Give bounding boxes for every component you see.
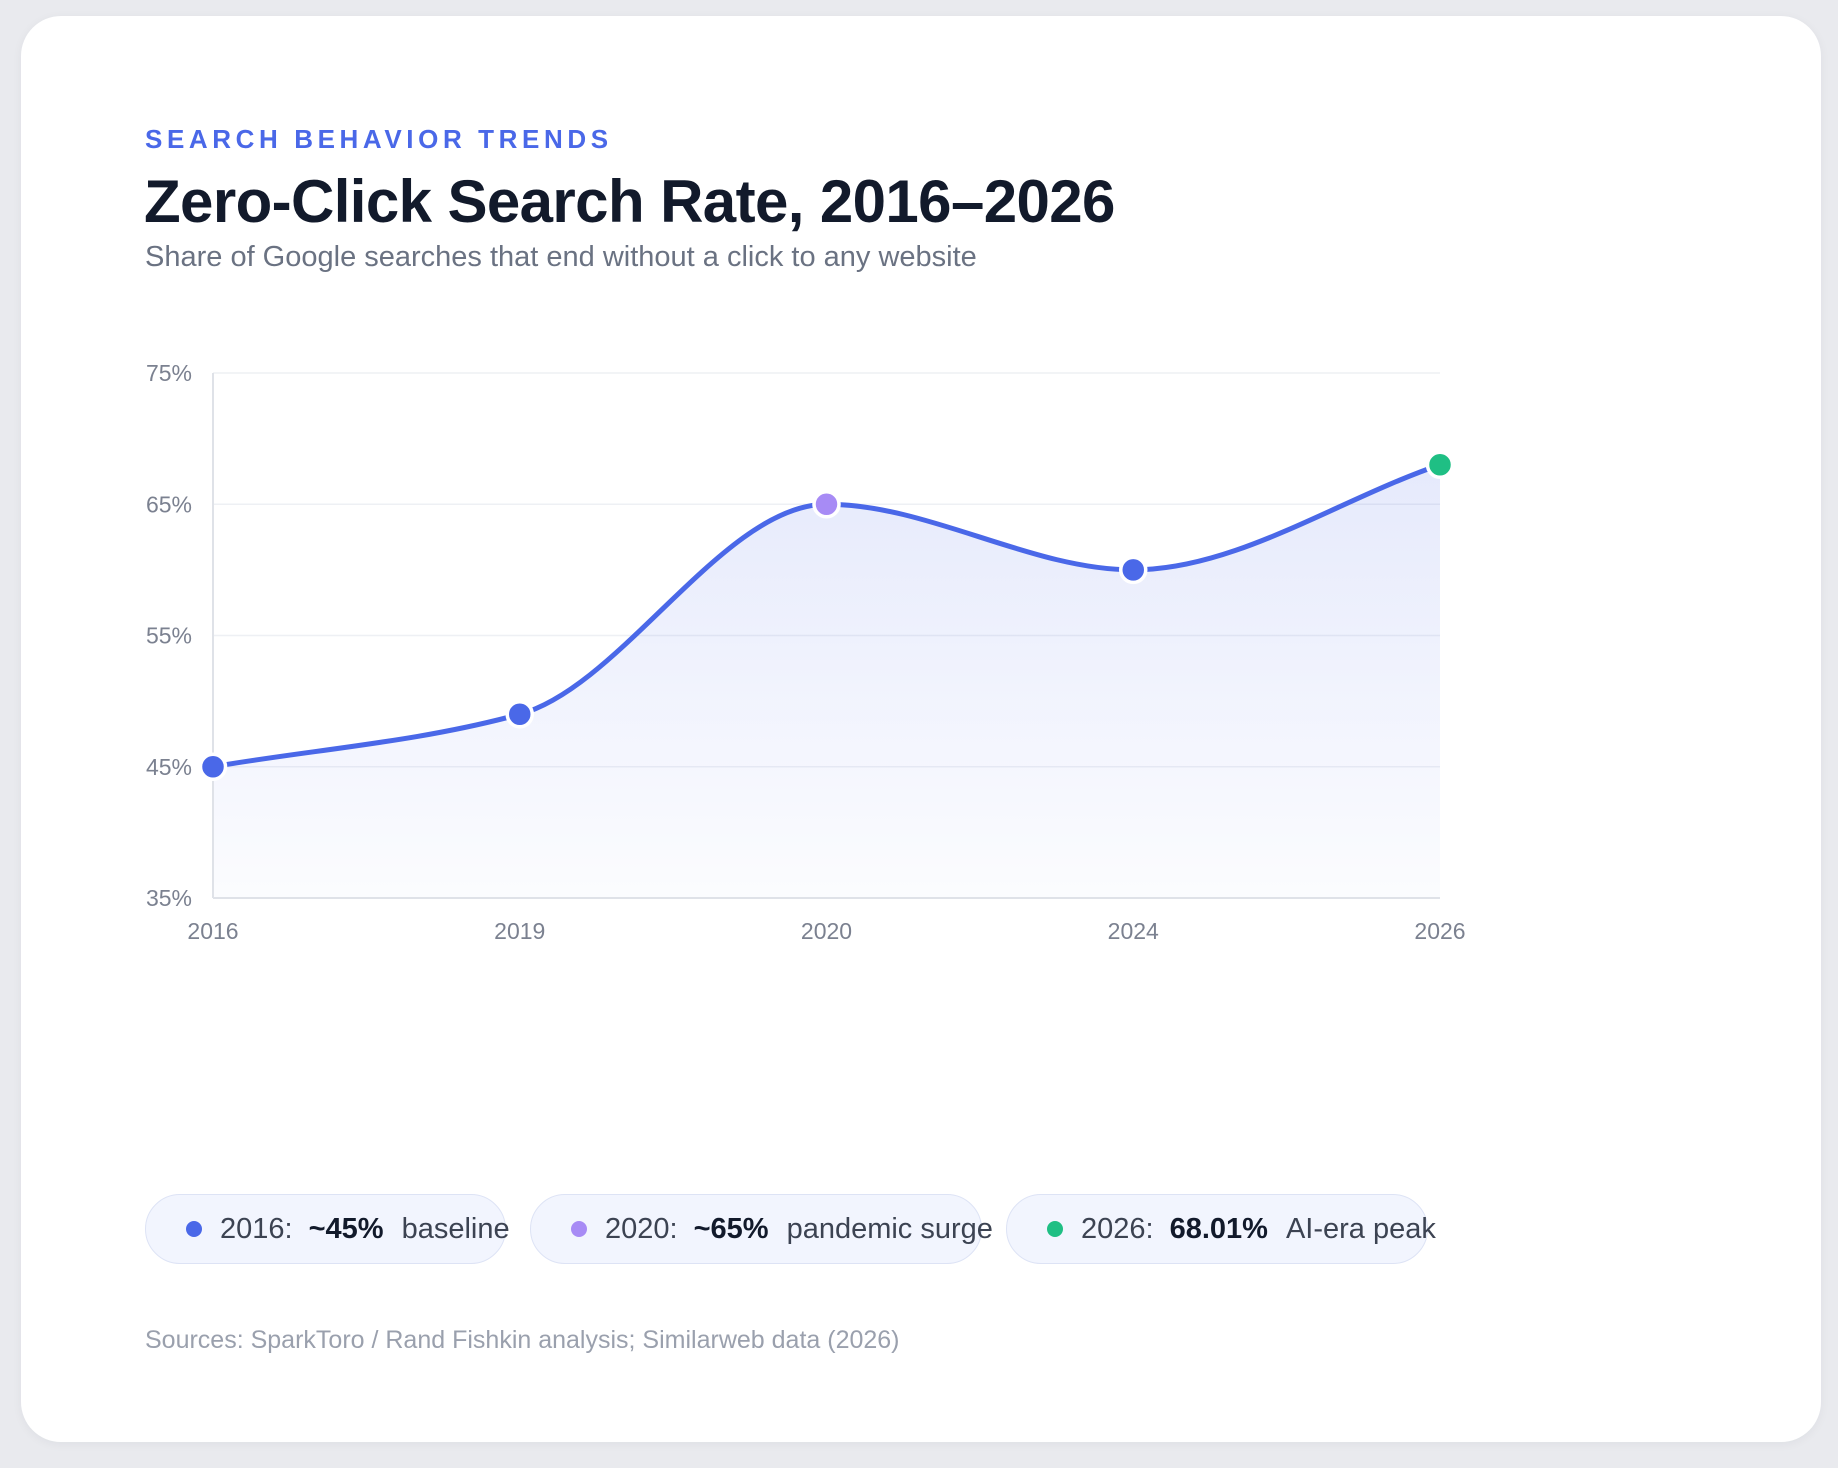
legend-dot bbox=[1047, 1221, 1063, 1237]
legend-dot bbox=[571, 1221, 587, 1237]
legend-item-2016: 2016: ~45% baseline bbox=[145, 1194, 510, 1264]
x-tick-label: 2019 bbox=[494, 918, 545, 944]
legend-value: 68.01% bbox=[1169, 1212, 1268, 1245]
legend-label: AI-era peak bbox=[1285, 1212, 1436, 1245]
legend-year: 2026: bbox=[1081, 1212, 1154, 1245]
area-fill bbox=[213, 464, 1440, 898]
chart-title: Zero-Click Search Rate, 2016–2026 bbox=[144, 168, 1115, 235]
x-tick-label: 2016 bbox=[187, 918, 238, 944]
y-tick-labels: 35% 45% 55% 65% 75% bbox=[146, 360, 192, 911]
x-tick-label: 2026 bbox=[1414, 918, 1465, 944]
y-tick-label: 65% bbox=[146, 491, 192, 517]
legend-year: 2016: bbox=[220, 1212, 293, 1245]
data-point-2016 bbox=[198, 752, 228, 781]
y-tick-label: 75% bbox=[146, 360, 192, 386]
legend-item-2020: 2020: ~65% pandemic surge bbox=[530, 1194, 993, 1264]
sources-note: Sources: SparkToro / Rand Fishkin analys… bbox=[145, 1326, 900, 1354]
chart-subtitle: Share of Google searches that end withou… bbox=[145, 241, 977, 273]
x-tick-label: 2020 bbox=[801, 918, 852, 944]
chart-card: SEARCH BEHAVIOR TRENDS Zero-Click Search… bbox=[21, 16, 1821, 1442]
y-tick-label: 45% bbox=[146, 754, 192, 780]
legend-label: baseline bbox=[401, 1212, 510, 1245]
x-tick-labels: 2016 2019 2020 2024 2026 bbox=[187, 918, 1465, 944]
data-point-2020 bbox=[812, 490, 841, 519]
axes bbox=[212, 373, 1440, 899]
legend-value: ~45% bbox=[308, 1212, 384, 1245]
data-point-2026 bbox=[1425, 450, 1455, 479]
data-point-2024 bbox=[1119, 555, 1148, 585]
data-points bbox=[198, 450, 1455, 781]
y-tick-label: 55% bbox=[146, 623, 192, 649]
legend-year: 2020: bbox=[605, 1212, 678, 1245]
legend-item-2026: 2026: 68.01% AI-era peak bbox=[1006, 1194, 1436, 1264]
legend-dot bbox=[186, 1221, 202, 1237]
y-tick-label: 35% bbox=[146, 885, 192, 911]
legend-value: ~65% bbox=[693, 1212, 769, 1245]
data-point-2019 bbox=[505, 700, 534, 729]
chart-plot: 35% 45% 55% 65% 75% 2016 2019 2020 2024 2026 bbox=[146, 360, 1466, 944]
x-tick-label: 2024 bbox=[1108, 918, 1159, 944]
legend-label: pandemic surge bbox=[786, 1212, 993, 1245]
eyebrow-label: SEARCH BEHAVIOR TRENDS bbox=[145, 124, 613, 154]
